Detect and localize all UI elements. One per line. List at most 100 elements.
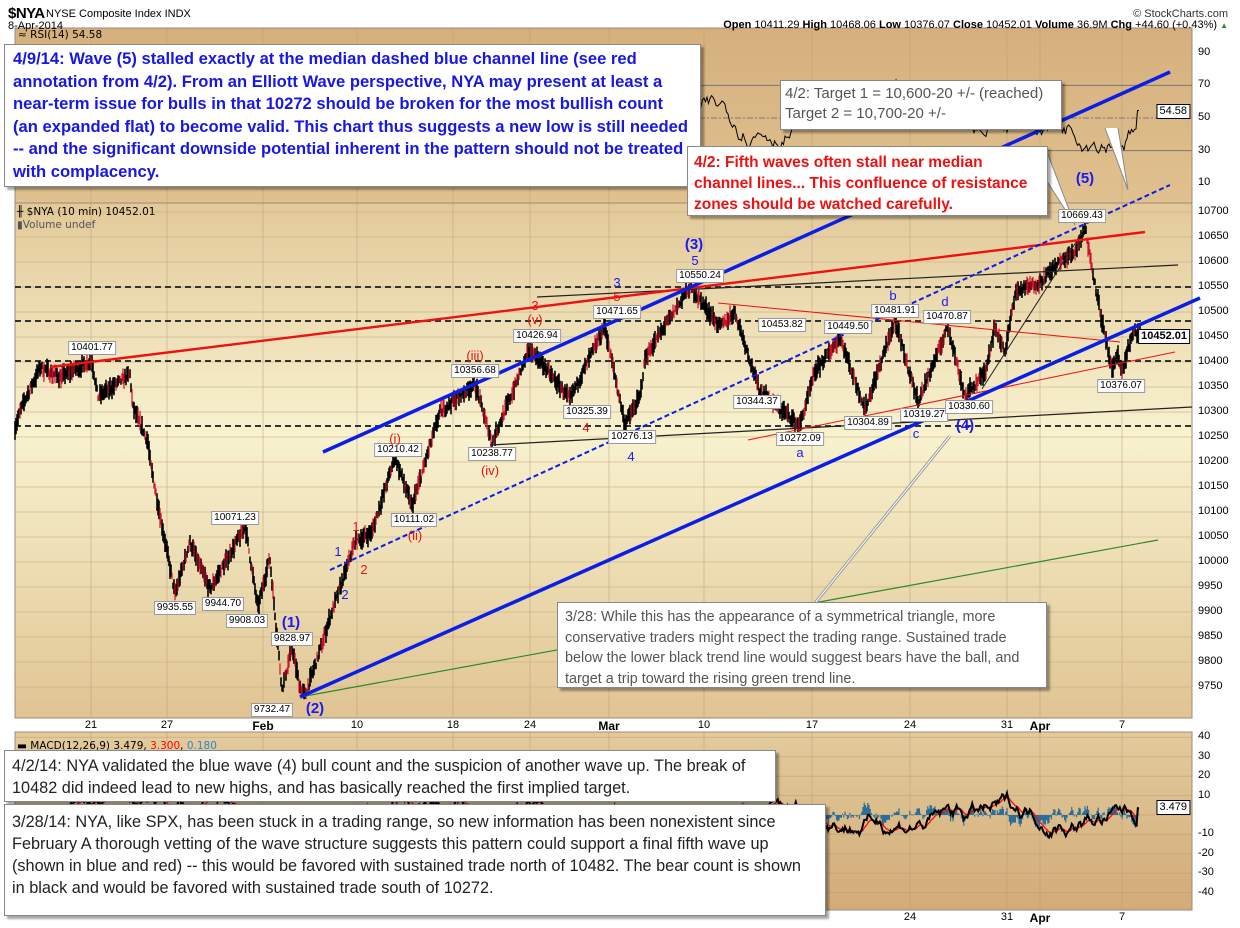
price-title-text: $NYA (10 min) 10452.01 [26, 206, 156, 218]
wave-label: (iv) [480, 463, 500, 478]
price-axis-label: 10000 [1198, 555, 1229, 567]
price-label: 10238.77 [468, 447, 516, 461]
macd-title: ▬ MACD(12,26,9) 3.479, 3.300, 0.180 [17, 740, 217, 752]
last-rsi-tag: 54.58 [1156, 103, 1190, 119]
price-label: 10304.89 [844, 416, 892, 430]
histogram-value: 0.180 [186, 740, 217, 752]
red-thin-lower-line [747, 351, 1176, 441]
black-wave-line [981, 227, 1086, 390]
low-label: Low [878, 19, 901, 31]
index-name: NYSE Composite Index INDX [46, 8, 191, 20]
price-axis-label: 10700 [1198, 205, 1229, 217]
wave-label: (1) [281, 614, 301, 631]
macd-x-tick-label: Apr [1029, 911, 1051, 925]
bars-icon: ╫ [17, 206, 24, 218]
price-label: 10330.60 [945, 400, 993, 414]
annotation-2014-04-09: 4/9/14: Wave (5) stalled exactly at the … [4, 44, 701, 187]
rsi-axis-label: 30 [1198, 143, 1211, 156]
macd-axis-label: 40 [1198, 730, 1211, 743]
upper-black-trend-line [536, 264, 1179, 298]
wave-label: (i) [389, 431, 401, 446]
price-label: 10319.27 [900, 408, 948, 422]
high-label: High [802, 19, 827, 31]
price-axis-label: 10450 [1198, 330, 1229, 342]
triangle-callout-pointer-inner [814, 435, 951, 604]
open-value: 10411.29 [754, 19, 800, 31]
price-axis-label: 10150 [1198, 480, 1229, 492]
target-2: Target 2 = 10,700-20 +/- [785, 105, 946, 122]
price-label: 9732.47 [250, 703, 294, 717]
volume-icon: ▮ [17, 219, 23, 231]
wave-label: (iii) [466, 348, 484, 363]
copyright[interactable]: © StockCharts.com [1133, 8, 1228, 20]
signal-value: 3.300 [150, 740, 181, 752]
price-label: 10276.13 [608, 430, 656, 444]
price-label: 10550.24 [676, 269, 724, 283]
price-label: 10481.91 [871, 304, 919, 318]
price-title: ╫ $NYA (10 min) 10452.01 [17, 206, 155, 219]
volume-value: 36.9M [1076, 19, 1108, 31]
annotation-targets: 4/2: Target 1 = 10,600-20 +/- (reached) … [780, 80, 1062, 130]
wave-label: 5 [613, 289, 621, 304]
price-label: 10071.23 [211, 511, 259, 525]
target-1: 4/2: Target 1 = 10,600-20 +/- (reached) [785, 85, 1044, 102]
macd-axis-label: 30 [1198, 749, 1211, 762]
last-macd-tag: 3.479 [1156, 800, 1190, 816]
wave-label: 3 [613, 275, 621, 290]
price-axis-label: 9950 [1198, 580, 1223, 592]
wave-label: d [941, 294, 949, 309]
price-axis-label: 9850 [1198, 630, 1223, 642]
price-label: 10401.77 [68, 341, 116, 355]
price-axis-label: 10650 [1198, 230, 1229, 242]
x-tick-label: 18 [446, 719, 460, 731]
price-bars-down [19, 237, 1140, 700]
price-axis-label: 10350 [1198, 380, 1229, 392]
rsi-axis-label: 10 [1198, 176, 1211, 189]
rsi-axis-label: 70 [1198, 78, 1211, 91]
volume-title: ▮Volume undef [17, 219, 95, 232]
annotation-triangle: 3/28: While this has the appearance of a… [557, 602, 1047, 688]
red-thin-upper-line [717, 302, 1121, 343]
x-tick-label: 7 [1118, 719, 1126, 731]
trend-lines [49, 70, 1201, 699]
x-tick-label: 17 [805, 719, 819, 731]
change-value: +44.60 (+0.43%) [1135, 19, 1218, 31]
wave-label: (2) [305, 700, 325, 717]
price-axis-label: 10400 [1198, 355, 1229, 367]
close-label: Close [953, 19, 983, 31]
price-label: 9828.97 [270, 632, 314, 646]
x-tick-label: 21 [84, 719, 98, 731]
price-axis-label: 10550 [1198, 280, 1229, 292]
wave-label: a [796, 445, 804, 460]
wave-label: (4) [955, 417, 975, 434]
macd-x-tick-label: 24 [903, 911, 917, 923]
volume-title-text: Volume undef [22, 219, 96, 231]
wave-label: 5 [691, 253, 699, 268]
volume-label: Volume [1034, 19, 1074, 31]
rsi-title: ≈ RSI(14) 54.58 [18, 29, 102, 42]
price-label: 10111.02 [390, 513, 438, 527]
wave-label: c [912, 426, 920, 441]
wave-label: 2 [341, 587, 349, 602]
high-value: 10468.06 [830, 19, 876, 31]
price-label: 9935.55 [153, 601, 197, 615]
ohlc-readout: Open 10411.29 High 10468.06 Low 10376.07… [723, 19, 1228, 31]
rsi-title-text: RSI(14) 54.58 [30, 29, 103, 41]
wave-label: (ii) [407, 528, 423, 543]
price-axis-label: 10500 [1198, 305, 1229, 317]
price-label: 10471.65 [593, 305, 641, 319]
x-tick-label: 10 [697, 719, 711, 731]
close-value: 10452.01 [986, 19, 1032, 31]
price-axis-label: 10200 [1198, 455, 1229, 467]
x-tick-label: Mar [598, 719, 620, 733]
wave-label: 1 [352, 519, 360, 534]
x-tick-label: Apr [1029, 719, 1051, 733]
price-label: 10669.43 [1058, 209, 1106, 223]
price-label: 9908.03 [225, 614, 269, 628]
price-label: 10356.68 [451, 364, 499, 378]
change-label: Chg [1110, 19, 1132, 31]
symbol: $NYA [8, 5, 45, 22]
wave-label: (3) [684, 236, 704, 253]
price-axis-label: 10250 [1198, 430, 1229, 442]
last-price-tag: 10452.01 [1138, 329, 1190, 344]
